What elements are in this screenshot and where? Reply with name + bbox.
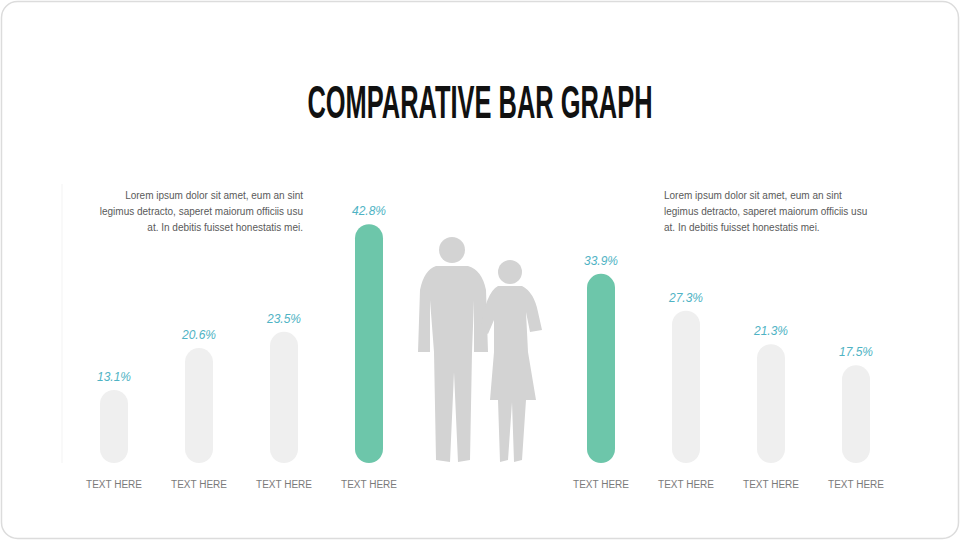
bar [587,274,615,463]
y-axis [62,184,63,463]
category-label: TEXT HERE [743,479,799,490]
labels: 13.1% TEXT HERE 20.6% TEXT HERE 23.5% TEXT HE… [86,204,884,490]
data-label: 13.1% [97,370,131,384]
data-label: 23.5% [266,312,301,326]
annotation: Lorem ipsum dolor sit amet, eum an sintl… [664,190,867,233]
bar [270,332,298,463]
bars [100,224,870,463]
silhouettes [418,237,542,462]
silhouette-woman [480,286,542,462]
category-label: TEXT HERE [171,479,227,490]
data-label: 20.6% [181,328,216,342]
category-label: TEXT HERE [86,479,142,490]
silhouette-head [439,237,465,263]
data-label: 17.5% [839,345,873,359]
bar [757,344,785,463]
data-label: 42.8% [352,204,386,218]
data-label: 21.3% [753,324,788,338]
category-label: TEXT HERE [256,479,312,490]
data-label: 33.9% [584,254,618,268]
bar [842,365,870,463]
silhouette-man [418,266,488,462]
bar [355,224,383,463]
category-label: TEXT HERE [658,479,714,490]
category-label: TEXT HERE [573,479,629,490]
bar [672,311,700,463]
chart: COMPARATIVE BAR GRAPH 13.1% TEXT HERE 20.6%… [0,0,960,540]
silhouette-head [498,260,522,284]
bar [185,348,213,463]
bar [100,390,128,463]
category-label: TEXT HERE [828,479,884,490]
category-label: TEXT HERE [341,479,397,490]
card [2,2,959,539]
data-label: 27.3% [668,291,703,305]
title: COMPARATIVE BAR GRAPH [308,76,653,128]
annotation: Lorem ipsum dolor sit amet, eum an sintl… [100,190,303,233]
